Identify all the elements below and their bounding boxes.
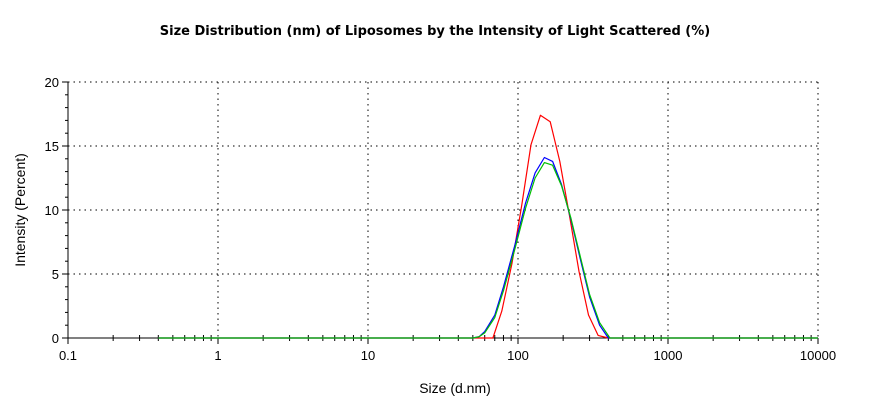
y-tick-label: 5 — [52, 267, 59, 282]
chart-title: Size Distribution (nm) of Liposomes by t… — [159, 24, 711, 39]
series-line — [158, 156, 818, 339]
x-axis-label: Size (d.nm) — [419, 380, 491, 396]
x-tick-label: 10000 — [800, 348, 836, 363]
x-tick-label: 100 — [507, 348, 529, 363]
x-tick-label: 1 — [214, 348, 221, 363]
labels: Size (d.nm) Intensity (Percent) — [12, 153, 491, 396]
x-tick-label: 0.1 — [59, 348, 77, 363]
grid — [68, 81, 819, 338]
y-tick-label: 15 — [45, 139, 59, 154]
series-line — [158, 162, 818, 339]
series — [158, 114, 818, 339]
y-axis-label: Intensity (Percent) — [12, 153, 28, 267]
y-tick-label: 20 — [45, 75, 59, 90]
y-tick-label: 0 — [52, 331, 59, 346]
series-line — [158, 114, 818, 339]
x-tick-label: 1000 — [654, 348, 683, 363]
x-tick-label: 10 — [361, 348, 375, 363]
y-tick-label: 10 — [45, 203, 59, 218]
axes: 0 5 10 15 20 0.1 1 10 100 1000 10000 — [45, 75, 837, 363]
